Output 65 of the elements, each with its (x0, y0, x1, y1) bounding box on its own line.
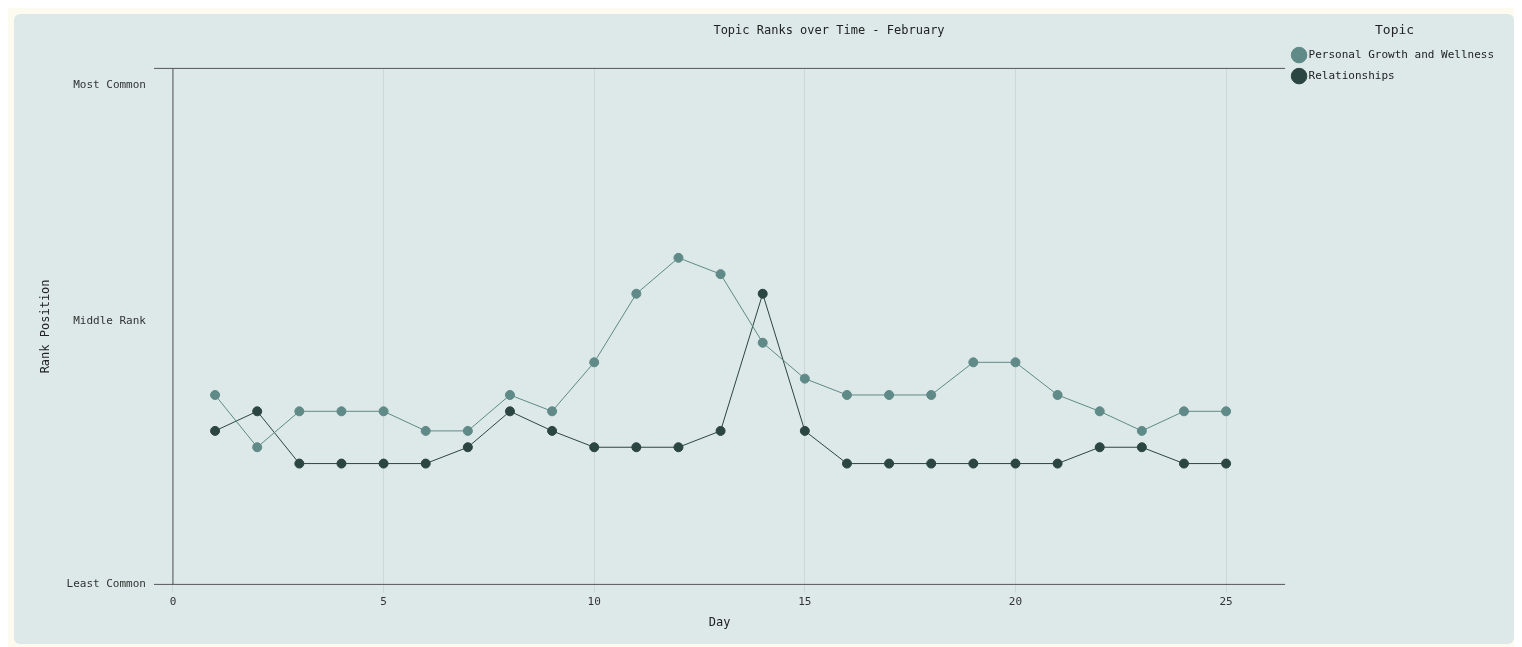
point (926, 458, 937, 469)
text: Least Common (66, 577, 146, 591)
legend-title: Topic (1374, 21, 1415, 37)
x-tick-label: 0 (169, 594, 177, 608)
point (589, 357, 600, 368)
point (336, 406, 347, 417)
point (1178, 458, 1189, 469)
point (841, 458, 852, 469)
point (420, 458, 431, 469)
point (252, 442, 263, 453)
point (1094, 406, 1105, 417)
point (926, 389, 937, 400)
point (884, 458, 895, 469)
chart-title: Topic Ranks over Time - February (713, 23, 945, 38)
point (252, 406, 263, 417)
text: Middle Rank (73, 314, 147, 328)
point (841, 389, 852, 400)
point (1178, 406, 1189, 417)
point (462, 425, 473, 436)
point (504, 389, 515, 400)
point (673, 442, 684, 453)
x-axis-title: Day (708, 614, 731, 629)
point (884, 389, 895, 400)
x-tick-label: 25 (1219, 594, 1233, 608)
point (547, 406, 558, 417)
legend-label: Personal Growth and Wellness (1308, 47, 1495, 61)
point (589, 442, 600, 453)
point (294, 458, 305, 469)
point (1221, 406, 1232, 417)
x-tick-label: 20 (1008, 594, 1023, 608)
point (294, 406, 305, 417)
point (1136, 425, 1147, 436)
point (715, 425, 726, 436)
point (715, 269, 726, 280)
text: Rank Position (38, 279, 53, 374)
point (1221, 458, 1232, 469)
point (757, 337, 768, 348)
point (799, 373, 810, 384)
point (1136, 442, 1147, 453)
x-tick-label: 10 (587, 594, 601, 608)
point (1052, 458, 1063, 469)
point (462, 442, 473, 453)
point (210, 425, 221, 436)
x-tick-label: 5 (380, 594, 387, 608)
point (378, 458, 389, 469)
point (631, 442, 642, 453)
point (799, 425, 810, 436)
x-tick-label: 15 (798, 594, 812, 608)
point (968, 357, 979, 368)
text: Most Common (73, 78, 146, 92)
point (547, 425, 558, 436)
point (1094, 442, 1105, 453)
point (504, 406, 515, 417)
point (210, 389, 221, 400)
point (968, 458, 979, 469)
point (757, 288, 768, 299)
point (1052, 389, 1063, 400)
point (336, 458, 347, 469)
point (1010, 357, 1021, 368)
point (1010, 458, 1021, 469)
point (378, 406, 389, 417)
point (673, 252, 684, 263)
point (631, 288, 642, 299)
legend-label: Relationships (1308, 68, 1395, 82)
point (420, 425, 431, 436)
